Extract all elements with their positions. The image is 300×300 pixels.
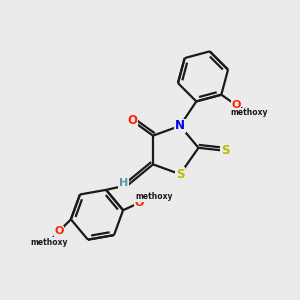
Text: methoxy: methoxy (30, 238, 68, 247)
Text: H: H (119, 178, 128, 188)
Text: S: S (176, 168, 184, 181)
Text: S: S (221, 144, 229, 157)
Text: O: O (128, 114, 137, 128)
Text: O: O (231, 100, 241, 110)
Text: methoxy: methoxy (135, 192, 173, 201)
Text: O: O (54, 226, 64, 236)
Text: N: N (175, 119, 185, 132)
Text: O: O (135, 198, 144, 208)
Text: methoxy: methoxy (230, 109, 268, 118)
